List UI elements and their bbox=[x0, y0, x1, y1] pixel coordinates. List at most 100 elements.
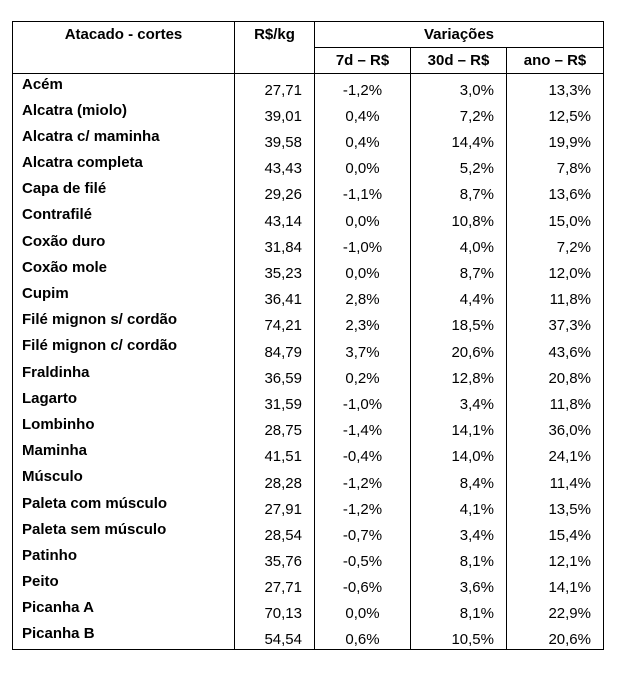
cut-name-cell: Peito bbox=[12, 571, 235, 598]
table-row: Lagarto 31,59 -1,0% 3,4% 11,8% bbox=[12, 387, 604, 414]
variation-30d-cell: 10,5% bbox=[410, 623, 507, 651]
variation-year-cell: 22,9% bbox=[506, 597, 604, 624]
header-7d: 7d – R$ bbox=[314, 47, 411, 74]
variation-7d-cell: 0,0% bbox=[314, 597, 411, 624]
cut-name-cell: Lagarto bbox=[12, 387, 235, 414]
variation-7d-cell: -0,6% bbox=[314, 571, 411, 598]
cut-name-cell: Fraldinha bbox=[12, 361, 235, 388]
price-cell: 39,58 bbox=[234, 125, 315, 153]
header-30d: 30d – R$ bbox=[410, 47, 507, 74]
variation-7d-cell: -1,0% bbox=[314, 230, 411, 257]
table-row: Alcatra (miolo) 39,01 0,4% 7,2% 12,5% bbox=[12, 99, 604, 126]
price-cell: 28,28 bbox=[234, 466, 315, 493]
variation-7d-cell: 0,6% bbox=[314, 623, 411, 651]
variation-year-cell: 11,4% bbox=[506, 466, 604, 493]
header-price-per-kg: R$/kg bbox=[234, 21, 315, 74]
variation-30d-cell: 10,8% bbox=[410, 204, 507, 231]
price-cell: 36,59 bbox=[234, 361, 315, 388]
cut-name-cell: Paleta com músculo bbox=[12, 492, 235, 519]
table-row: Fraldinha 36,59 0,2% 12,8% 20,8% bbox=[12, 361, 604, 388]
cut-name-cell: Filé mignon c/ cordão bbox=[12, 335, 235, 362]
header-variations: Variações bbox=[314, 21, 604, 48]
variation-30d-cell: 12,8% bbox=[410, 361, 507, 388]
price-cell: 31,84 bbox=[234, 230, 315, 257]
variation-30d-cell: 8,1% bbox=[410, 544, 507, 572]
variation-7d-cell: -0,7% bbox=[314, 518, 411, 545]
variation-year-cell: 15,4% bbox=[506, 518, 604, 545]
variation-30d-cell: 14,4% bbox=[410, 125, 507, 153]
table-row: Alcatra c/ maminha 39,58 0,4% 14,4% 19,9% bbox=[12, 125, 604, 153]
price-cell: 74,21 bbox=[234, 309, 315, 336]
cut-name-cell: Paleta sem músculo bbox=[12, 518, 235, 545]
variation-year-cell: 15,0% bbox=[506, 204, 604, 231]
price-cell: 54,54 bbox=[234, 623, 315, 651]
table-header: Atacado - cortes R$/kg Variações 7d – R$… bbox=[12, 21, 604, 74]
variation-30d-cell: 3,4% bbox=[410, 387, 507, 414]
variation-30d-cell: 4,4% bbox=[410, 283, 507, 310]
price-cell: 31,59 bbox=[234, 387, 315, 414]
variation-30d-cell: 4,1% bbox=[410, 492, 507, 519]
variation-7d-cell: -1,2% bbox=[314, 73, 411, 100]
price-cell: 27,91 bbox=[234, 492, 315, 519]
table-row: Picanha B 54,54 0,6% 10,5% 20,6% bbox=[12, 623, 604, 651]
variation-30d-cell: 7,2% bbox=[410, 99, 507, 126]
variation-year-cell: 37,3% bbox=[506, 309, 604, 336]
price-cell: 36,41 bbox=[234, 283, 315, 310]
variation-30d-cell: 8,1% bbox=[410, 597, 507, 624]
table-row: Contrafilé 43,14 0,0% 10,8% 15,0% bbox=[12, 204, 604, 231]
cut-name-cell: Coxão duro bbox=[12, 230, 235, 257]
table-row: Paleta com músculo 27,91 -1,2% 4,1% 13,5% bbox=[12, 492, 604, 519]
table-row: Picanha A 70,13 0,0% 8,1% 22,9% bbox=[12, 597, 604, 624]
variation-30d-cell: 8,7% bbox=[410, 178, 507, 205]
variation-30d-cell: 14,1% bbox=[410, 413, 507, 441]
variation-year-cell: 14,1% bbox=[506, 571, 604, 598]
table-row: Coxão mole 35,23 0,0% 8,7% 12,0% bbox=[12, 256, 604, 283]
variation-30d-cell: 20,6% bbox=[410, 335, 507, 362]
variation-year-cell: 11,8% bbox=[506, 387, 604, 414]
variation-7d-cell: 0,0% bbox=[314, 152, 411, 179]
price-cell: 28,75 bbox=[234, 413, 315, 441]
table-row: Músculo 28,28 -1,2% 8,4% 11,4% bbox=[12, 466, 604, 493]
variation-7d-cell: -0,5% bbox=[314, 544, 411, 572]
variation-year-cell: 36,0% bbox=[506, 413, 604, 441]
variation-30d-cell: 3,6% bbox=[410, 571, 507, 598]
variation-30d-cell: 14,0% bbox=[410, 440, 507, 467]
variation-30d-cell: 4,0% bbox=[410, 230, 507, 257]
cut-name-cell: Filé mignon s/ cordão bbox=[12, 309, 235, 336]
cut-name-cell: Patinho bbox=[12, 544, 235, 572]
variation-year-cell: 7,8% bbox=[506, 152, 604, 179]
variation-7d-cell: 0,0% bbox=[314, 204, 411, 231]
variation-year-cell: 13,5% bbox=[506, 492, 604, 519]
variation-30d-cell: 3,4% bbox=[410, 518, 507, 545]
price-cell: 70,13 bbox=[234, 597, 315, 624]
variation-7d-cell: 0,4% bbox=[314, 125, 411, 153]
variation-7d-cell: 2,8% bbox=[314, 283, 411, 310]
variation-30d-cell: 18,5% bbox=[410, 309, 507, 336]
variation-30d-cell: 5,2% bbox=[410, 152, 507, 179]
cut-name-cell: Coxão mole bbox=[12, 256, 235, 283]
variation-7d-cell: -1,2% bbox=[314, 492, 411, 519]
header-year: ano – R$ bbox=[506, 47, 604, 74]
variation-7d-cell: -0,4% bbox=[314, 440, 411, 467]
header-cut: Atacado - cortes bbox=[12, 21, 235, 74]
variation-year-cell: 19,9% bbox=[506, 125, 604, 153]
variation-7d-cell: 3,7% bbox=[314, 335, 411, 362]
table-row: Lombinho 28,75 -1,4% 14,1% 36,0% bbox=[12, 413, 604, 441]
price-cell: 35,76 bbox=[234, 544, 315, 572]
cut-name-cell: Músculo bbox=[12, 466, 235, 493]
price-cell: 39,01 bbox=[234, 99, 315, 126]
cut-name-cell: Cupim bbox=[12, 283, 235, 310]
variation-year-cell: 13,6% bbox=[506, 178, 604, 205]
price-cell: 43,43 bbox=[234, 152, 315, 179]
cut-name-cell: Picanha A bbox=[12, 597, 235, 624]
cut-name-cell: Maminha bbox=[12, 440, 235, 467]
cut-name-cell: Alcatra (miolo) bbox=[12, 99, 235, 126]
price-cell: 35,23 bbox=[234, 256, 315, 283]
price-cell: 27,71 bbox=[234, 571, 315, 598]
table-row: Peito 27,71 -0,6% 3,6% 14,1% bbox=[12, 571, 604, 598]
variation-30d-cell: 3,0% bbox=[410, 73, 507, 100]
variation-year-cell: 24,1% bbox=[506, 440, 604, 467]
variation-7d-cell: 0,0% bbox=[314, 256, 411, 283]
table-row: Coxão duro 31,84 -1,0% 4,0% 7,2% bbox=[12, 230, 604, 257]
cut-name-cell: Capa de filé bbox=[12, 178, 235, 205]
